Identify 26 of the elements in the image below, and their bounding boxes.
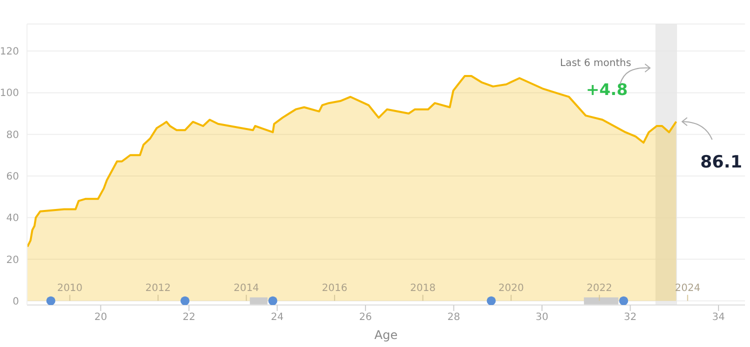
x-tick-label: 34 (712, 312, 725, 324)
x-tick-label: 20 (94, 312, 108, 324)
x-tick-label: 32 (624, 312, 637, 324)
x2-tick-label: 2014 (234, 282, 260, 294)
x2-tick-label: 2018 (410, 282, 436, 294)
y-tick-label: 20 (6, 254, 19, 266)
y-tick-label: 60 (6, 172, 19, 182)
y-tick-label: 80 (6, 130, 19, 141)
x2-tick-label: 2010 (57, 282, 83, 294)
y-tick-label: 100 (0, 88, 19, 100)
x2-tick-label: 2012 (145, 282, 171, 294)
y-tick-label: 0 (12, 296, 19, 308)
x-tick-label: 30 (536, 312, 548, 324)
y-tick-label: 40 (6, 213, 19, 224)
y-tick-label: 120 (0, 46, 19, 58)
x-tick-label: 28 (447, 312, 460, 324)
x-tick-label: 24 (270, 312, 284, 324)
x-axis-title: Age (374, 328, 398, 342)
x-tick-label: 22 (182, 312, 196, 324)
x2-tick-label: 2016 (322, 282, 348, 294)
x2-tick-label: 2020 (498, 282, 524, 294)
annotation: +4.8 (586, 80, 628, 99)
x2-tick-label: 2022 (586, 282, 612, 294)
annotation: Last 6 months (560, 58, 632, 69)
annotation: 86.1 (700, 152, 742, 173)
x-tick-label: 26 (359, 312, 372, 324)
